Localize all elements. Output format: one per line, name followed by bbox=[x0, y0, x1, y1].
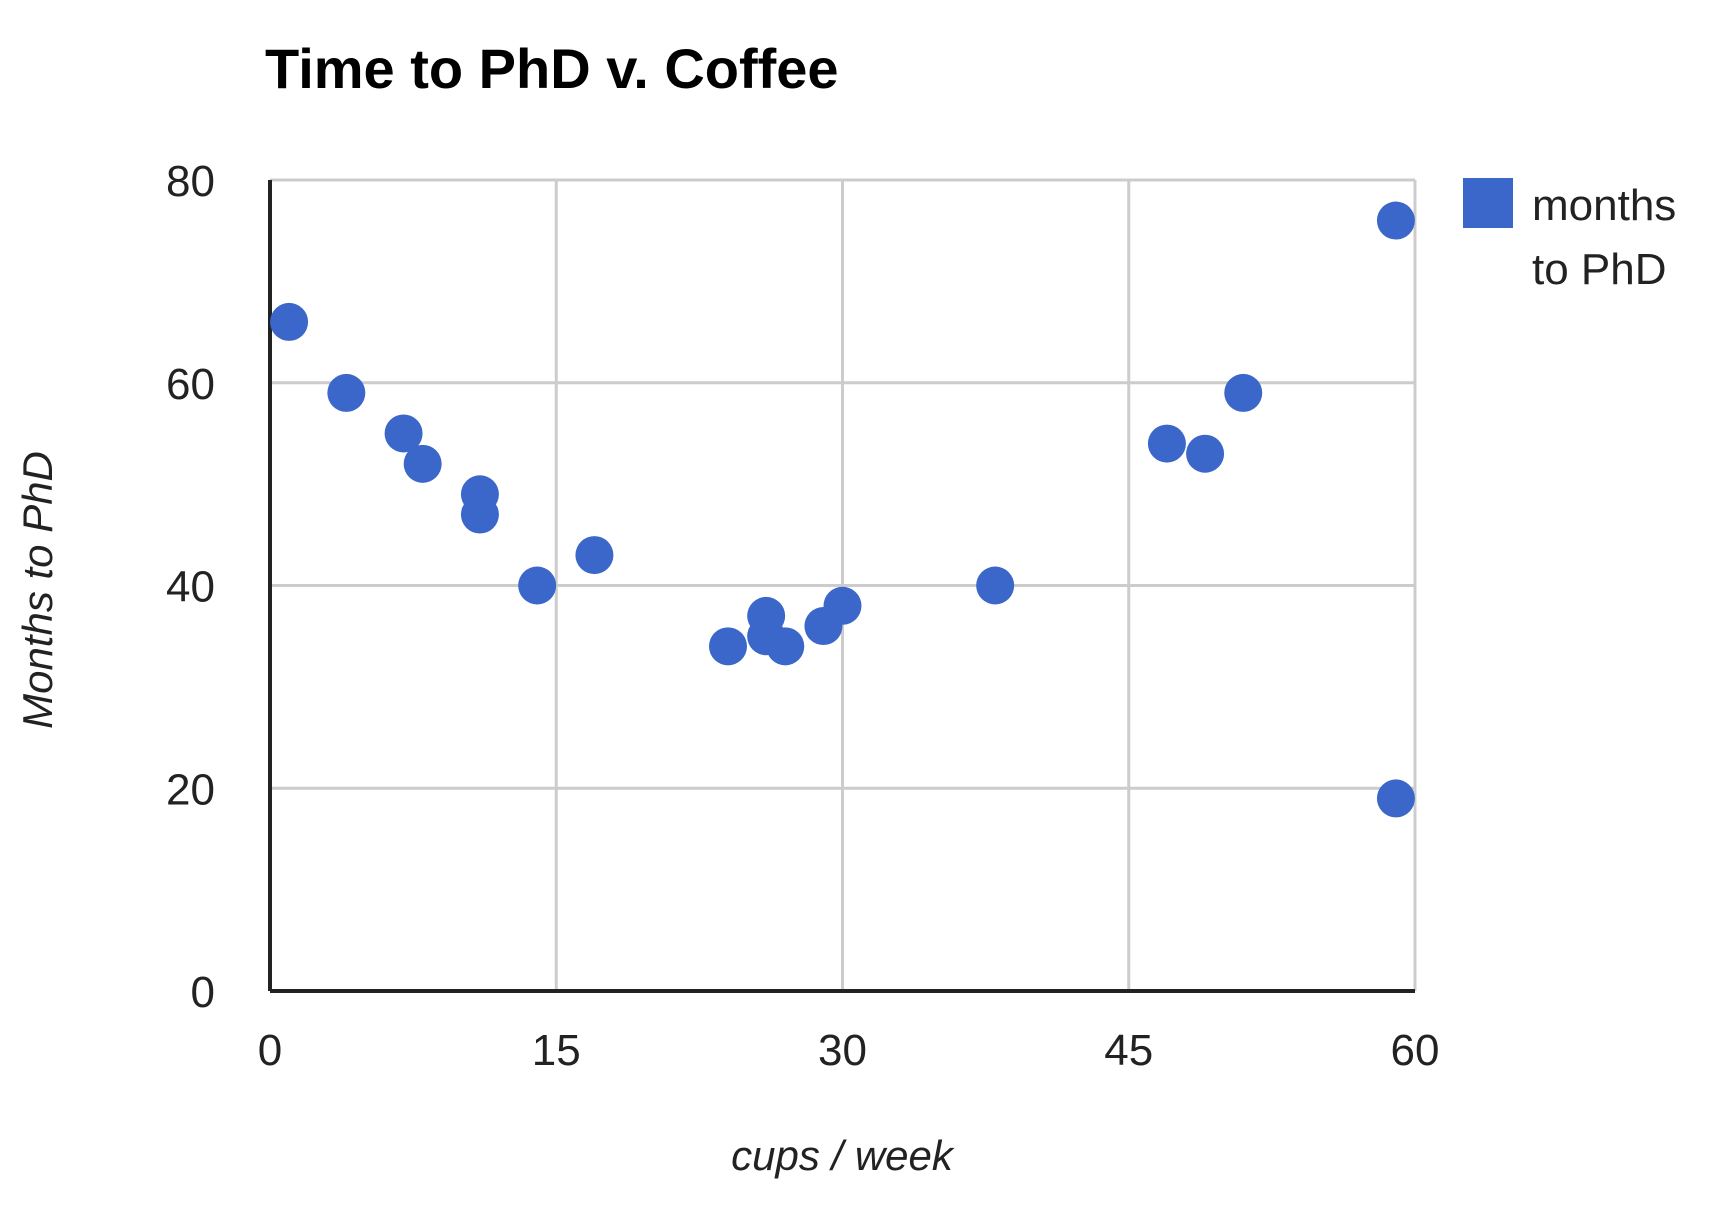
data-point bbox=[1376, 779, 1415, 818]
x-axis-ticks: 0 15 30 45 60 bbox=[258, 1026, 1440, 1075]
chart-title: Time to PhD v. Coffee bbox=[265, 37, 839, 100]
x-tick-label: 45 bbox=[1104, 1026, 1153, 1075]
data-point bbox=[1376, 201, 1415, 240]
legend-swatch bbox=[1463, 178, 1513, 228]
data-point bbox=[1186, 434, 1225, 473]
data-point bbox=[766, 627, 805, 666]
data-point bbox=[823, 586, 862, 625]
data-point bbox=[518, 566, 557, 605]
x-axis-label: cups / week bbox=[731, 1132, 955, 1179]
data-point bbox=[1147, 424, 1186, 463]
legend: months to PhD bbox=[1463, 178, 1676, 294]
data-point bbox=[270, 302, 309, 341]
data-point bbox=[384, 414, 423, 453]
axes bbox=[268, 180, 1415, 993]
x-tick-label: 60 bbox=[1391, 1026, 1440, 1075]
y-tick-label: 60 bbox=[166, 360, 215, 409]
gridlines bbox=[270, 178, 1417, 991]
y-axis-label: Months to PhD bbox=[14, 451, 61, 729]
y-tick-label: 80 bbox=[166, 157, 215, 206]
data-point bbox=[403, 444, 442, 483]
y-axis-ticks: 0 20 40 60 80 bbox=[166, 157, 215, 1017]
x-tick-label: 15 bbox=[532, 1026, 581, 1075]
data-point bbox=[709, 627, 747, 666]
data-point bbox=[1224, 373, 1263, 412]
x-tick-label: 30 bbox=[818, 1026, 867, 1075]
legend-label-line-2: to PhD bbox=[1532, 245, 1667, 294]
data-points bbox=[270, 201, 1415, 818]
data-point bbox=[575, 536, 614, 575]
legend-label-line-1: months bbox=[1532, 181, 1676, 230]
x-tick-label: 0 bbox=[258, 1026, 282, 1075]
data-point bbox=[460, 495, 499, 534]
y-tick-label: 40 bbox=[166, 563, 215, 612]
y-tick-label: 20 bbox=[166, 765, 215, 814]
data-point bbox=[327, 373, 366, 412]
y-tick-label: 0 bbox=[191, 968, 215, 1017]
data-point bbox=[976, 566, 1015, 605]
